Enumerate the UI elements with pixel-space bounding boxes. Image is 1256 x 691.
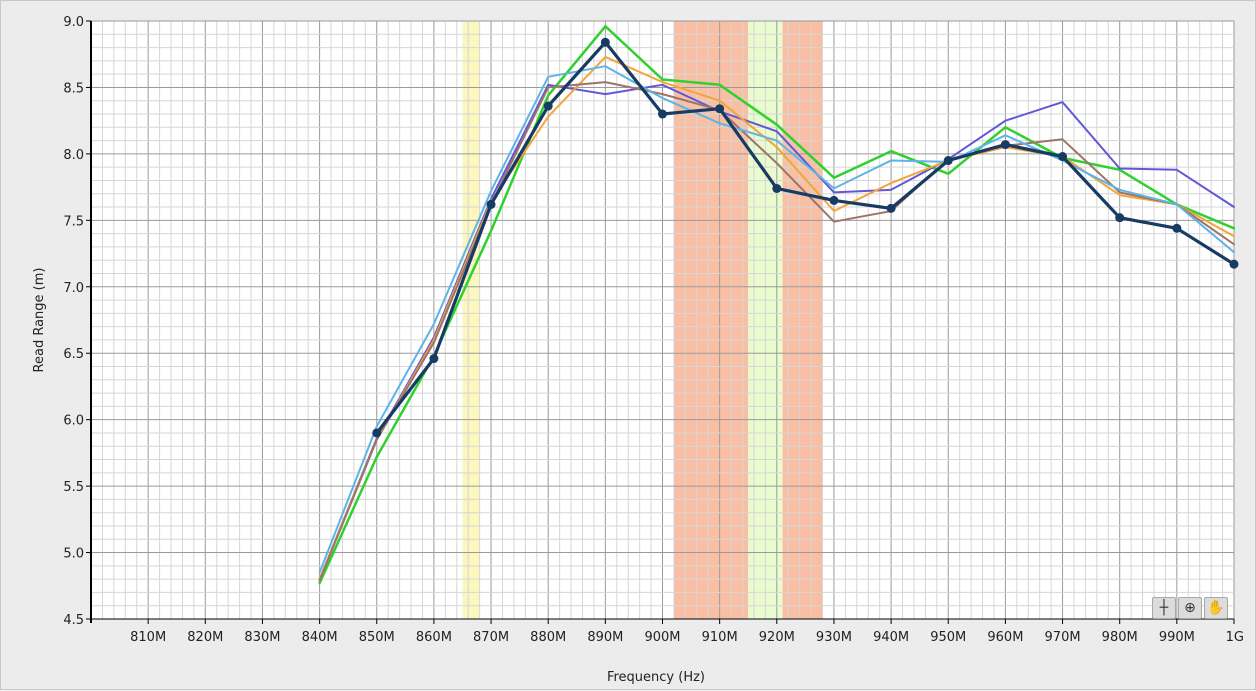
series-group	[318, 25, 1239, 585]
y-tick-label: 8.0	[63, 148, 84, 163]
series-line-4	[318, 65, 1235, 574]
x-tick-label: 850M	[359, 630, 395, 645]
series-5-point	[886, 203, 896, 213]
y-tick-label: 6.5	[63, 347, 84, 362]
x-tick-label: 820M	[187, 630, 223, 645]
series-5-point	[486, 199, 496, 209]
x-tick-label: 890M	[587, 630, 623, 645]
series-line-5	[375, 40, 1236, 435]
y-tick-label: 7.5	[63, 214, 84, 229]
x-tick-label: 1G	[1226, 630, 1244, 645]
zoom-icon[interactable]: ⊕	[1178, 597, 1202, 619]
x-tick-label: 950M	[930, 630, 966, 645]
x-tick-label: 990M	[1159, 630, 1195, 645]
x-tick-label: 960M	[987, 630, 1023, 645]
x-tick-label: 930M	[816, 630, 852, 645]
series-5-point	[829, 195, 839, 205]
x-tick-label: 880M	[530, 630, 566, 645]
series-5-point	[1000, 140, 1010, 150]
y-tick-label: 5.0	[63, 547, 84, 562]
series-5-point	[772, 183, 782, 193]
grid	[90, 20, 1235, 620]
series-5-point	[372, 428, 382, 438]
band-0	[462, 21, 480, 619]
x-tick-label: 810M	[130, 630, 166, 645]
series-5-point	[1058, 152, 1068, 162]
y-tick-label: 7.0	[63, 281, 84, 296]
cursor-crosshair-icon[interactable]: ┼	[1152, 597, 1176, 619]
x-axis-title: Frequency (Hz)	[607, 670, 705, 685]
y-tick-label: 5.5	[63, 480, 84, 495]
series-5-point	[543, 101, 553, 111]
band-3	[782, 21, 823, 619]
y-tick-label: 4.5	[63, 613, 84, 628]
series-5-point	[600, 37, 610, 47]
series-5-point	[943, 156, 953, 166]
x-tick-label: 900M	[644, 630, 680, 645]
x-tick-label: 940M	[873, 630, 909, 645]
series-5-point	[658, 109, 667, 119]
series-line-0	[318, 25, 1236, 585]
series-5-point	[1115, 213, 1125, 223]
y-tick-label: 9.0	[63, 15, 84, 30]
series-line-3	[318, 81, 1235, 582]
pan-hand-icon[interactable]: ✋	[1204, 597, 1228, 619]
axes	[87, 21, 1234, 623]
graph-palette: ┼ ⊕ ✋	[1152, 597, 1228, 621]
x-tick-label: 840M	[302, 630, 338, 645]
x-tick-label: 860M	[416, 630, 452, 645]
series-5-point	[1229, 259, 1239, 269]
y-axis-title: Read Range (m)	[32, 268, 47, 373]
series-5-point	[715, 104, 725, 114]
series-5-point	[1172, 223, 1182, 233]
series-5-point	[429, 354, 439, 364]
x-tick-label: 920M	[759, 630, 795, 645]
x-tick-label: 970M	[1045, 630, 1081, 645]
x-tick-label: 980M	[1102, 630, 1138, 645]
band-1	[673, 21, 749, 619]
x-tick-label: 910M	[702, 630, 738, 645]
x-tick-label: 830M	[244, 630, 280, 645]
y-tick-label: 8.5	[63, 81, 84, 96]
y-tick-label: 6.0	[63, 414, 84, 429]
tick-labels: 810M 820M 830M 840M 850M 860M 870M 880M 890M 900M…	[63, 15, 1244, 645]
x-tick-label: 870M	[473, 630, 509, 645]
